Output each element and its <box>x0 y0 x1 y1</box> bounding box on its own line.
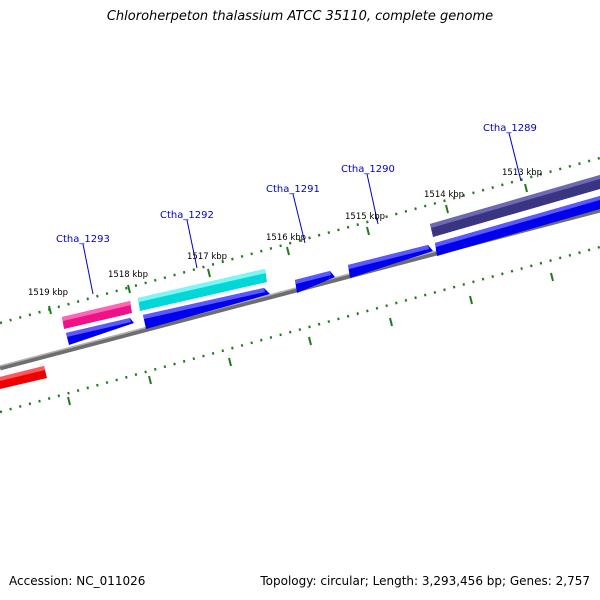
kbp-label: 1516 kbp <box>266 233 306 243</box>
major-tick <box>286 246 290 256</box>
gene-labels: Ctha_1293 Ctha_1292 Ctha_1291 Ctha_1290 … <box>56 123 537 245</box>
gene-red-lower[interactable] <box>0 366 47 389</box>
major-tick <box>524 183 528 193</box>
gene-label-ctha-1292: Ctha_1292 <box>160 210 214 221</box>
gene-ctha-1291-reverse[interactable] <box>295 271 335 293</box>
accession-text: Accession: NC_011026 <box>9 574 146 588</box>
outer-tick-track <box>0 156 600 325</box>
gene-label-ctha-1291: Ctha_1291 <box>266 184 320 195</box>
major-tick <box>228 357 232 367</box>
major-tick <box>148 375 152 385</box>
gene-label-ctha-1290: Ctha_1290 <box>341 164 395 175</box>
gene-label-ctha-1293: Ctha_1293 <box>56 234 110 245</box>
gene-ctha-1292-reverse[interactable] <box>143 288 270 329</box>
gene-label-ctha-1289: Ctha_1289 <box>483 123 537 134</box>
major-tick <box>366 226 370 236</box>
kbp-label: 1517 kbp <box>187 252 227 262</box>
major-tick <box>550 272 554 282</box>
kbp-labels: 1519 kbp 1518 kbp 1517 kbp 1516 kbp 1515… <box>28 168 542 298</box>
major-tick <box>48 305 52 315</box>
kbp-label: 1519 kbp <box>28 288 68 298</box>
kbp-label: 1513 kbp <box>502 168 542 178</box>
major-tick <box>389 317 393 327</box>
major-tick <box>445 204 449 214</box>
major-tick <box>67 396 71 406</box>
gene-ctha-1290-reverse[interactable] <box>348 245 433 278</box>
major-tick <box>469 295 473 305</box>
gene-ctha-1289-reverse[interactable] <box>435 196 600 256</box>
major-tick <box>127 284 131 294</box>
kbp-label: 1518 kbp <box>108 270 148 280</box>
label-leader-lines <box>82 132 522 295</box>
major-tick <box>308 336 312 346</box>
topology-text: Topology: circular; Length: 3,293,456 bp… <box>260 574 590 588</box>
inner-tick-track <box>0 245 600 414</box>
major-tick <box>207 268 211 278</box>
kbp-label: 1514 kbp <box>424 190 464 200</box>
gene-ctha-1293-forward[interactable] <box>62 301 132 329</box>
gene-ctha-1289-forward[interactable] <box>430 175 600 237</box>
genome-title: Chloroherpeton thalassium ATCC 35110, co… <box>106 9 494 24</box>
kbp-label: 1515 kbp <box>345 212 385 222</box>
gene-ctha-1293-reverse[interactable] <box>66 318 134 345</box>
gene-ctha-1292-forward[interactable] <box>138 269 267 311</box>
